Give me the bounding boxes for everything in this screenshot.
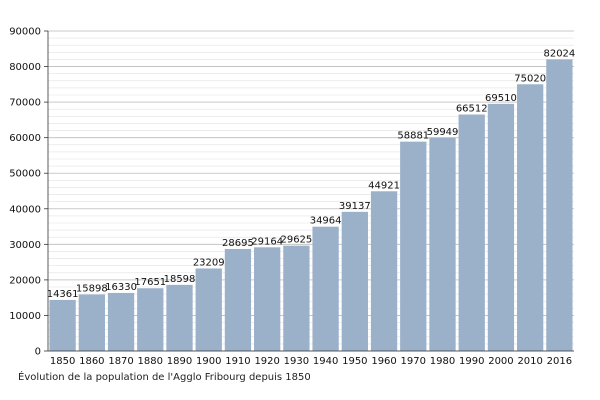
bar (429, 137, 456, 351)
bar (517, 84, 544, 352)
bar (78, 294, 105, 351)
y-tick-label: 10000 (9, 311, 41, 322)
y-tick-label: 90000 (9, 27, 41, 38)
data-label: 29625 (280, 235, 312, 246)
bar (195, 268, 222, 351)
data-label: 59949 (427, 127, 459, 138)
x-tick-label: 1920 (254, 356, 279, 367)
y-tick-label: 40000 (9, 204, 41, 215)
data-label: 16330 (105, 282, 137, 293)
bar (546, 59, 573, 352)
data-label: 23209 (193, 257, 225, 268)
bar (487, 103, 515, 351)
data-label: 34964 (310, 216, 342, 227)
y-tick-label: 50000 (9, 169, 41, 180)
data-label: 17651 (134, 277, 166, 288)
data-label: 15898 (76, 283, 108, 294)
bar (166, 284, 193, 351)
y-tick-label: 60000 (9, 133, 41, 144)
data-label: 28695 (222, 238, 254, 249)
bar (107, 292, 135, 351)
bar (254, 247, 281, 351)
y-tick-label: 0 (35, 347, 41, 358)
data-label: 39137 (339, 201, 371, 212)
bar (370, 191, 398, 351)
x-tick-label: 2010 (517, 356, 542, 367)
bar (341, 211, 368, 351)
bar (458, 114, 485, 352)
data-label: 69510 (485, 93, 517, 104)
y-tick-label: 70000 (9, 98, 41, 109)
bar (283, 245, 310, 351)
x-tick-label: 1970 (401, 356, 426, 367)
bars (49, 59, 573, 352)
bar (400, 141, 427, 351)
y-tick-label: 20000 (9, 275, 41, 286)
x-tick-label: 1850 (50, 356, 75, 367)
data-label: 82024 (543, 48, 575, 59)
x-tick-label: 1910 (225, 356, 250, 367)
bar (49, 299, 76, 351)
x-tick-label: 1980 (430, 356, 455, 367)
bar (312, 226, 339, 351)
data-label: 66512 (456, 104, 488, 115)
y-tick-label: 30000 (9, 240, 41, 251)
data-label: 14361 (47, 289, 79, 300)
x-axis: 1850 1860 1870 1880 1890 1900 1910 1920 1930 1940… (48, 350, 574, 367)
data-label: 29164 (251, 236, 283, 247)
data-label: 58881 (397, 131, 429, 142)
data-label: 75020 (514, 73, 546, 84)
y-tick-label: 80000 (9, 62, 41, 73)
x-tick-label: 1880 (138, 356, 163, 367)
data-label: 18598 (164, 274, 196, 285)
y-axis: 0 10000 20000 30000 40000 50000 60000 70000 8000… (9, 27, 49, 358)
x-tick-label: 1940 (313, 356, 338, 367)
data-label: 44921 (368, 180, 400, 191)
x-tick-label: 1860 (79, 356, 104, 367)
x-tick-label: 1870 (108, 356, 133, 367)
x-tick-label: 1960 (371, 356, 396, 367)
x-tick-label: 1890 (167, 356, 192, 367)
x-tick-label: 1950 (342, 356, 367, 367)
chart-caption: Évolution de la population de l'Agglo Fr… (18, 372, 311, 383)
x-tick-label: 2000 (488, 356, 513, 367)
x-tick-label: 1900 (196, 356, 221, 367)
bar (224, 248, 252, 351)
x-tick-label: 1930 (284, 356, 309, 367)
x-tick-label: 2016 (547, 356, 572, 367)
x-tick-label: 1990 (459, 356, 484, 367)
bar (137, 288, 164, 351)
